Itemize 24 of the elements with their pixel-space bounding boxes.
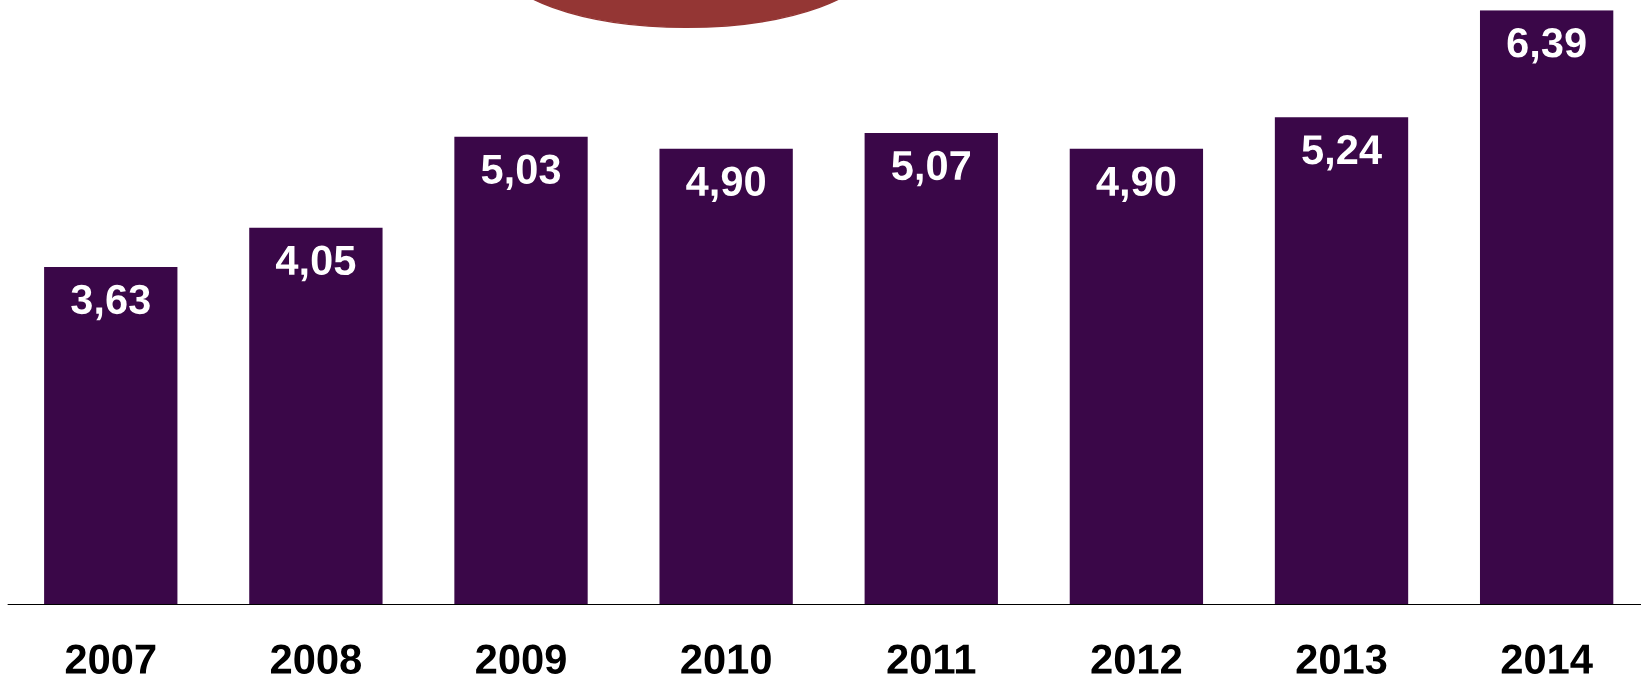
- bar: [659, 148, 793, 605]
- bar: [44, 266, 178, 605]
- data-label: 3,63: [71, 284, 150, 321]
- data-label: 4,90: [686, 166, 765, 203]
- bar: [454, 136, 588, 605]
- x-tick-label: 2011: [887, 644, 976, 674]
- x-tick-label: 2012: [1091, 644, 1182, 674]
- bar: [249, 227, 383, 605]
- x-tick-label: 2007: [65, 644, 156, 674]
- bar: [864, 132, 998, 605]
- x-tick-label: 2013: [1296, 644, 1387, 675]
- x-tick-label: 2010: [681, 644, 771, 674]
- x-tick-label: 2014: [1501, 644, 1593, 674]
- x-tick-label: 2009: [476, 644, 566, 674]
- x-tick-label: 2008: [271, 644, 361, 674]
- bar: [1479, 10, 1614, 605]
- data-label: 4,05: [275, 245, 356, 282]
- data-label: 6,39: [1507, 28, 1586, 64]
- bar: [1069, 148, 1204, 605]
- data-label: 5,03: [481, 154, 561, 191]
- data-label: 4,90: [1096, 166, 1176, 203]
- data-label: 5,24: [1302, 134, 1382, 171]
- data-label: 5,07: [892, 150, 970, 187]
- bar: [1274, 117, 1409, 605]
